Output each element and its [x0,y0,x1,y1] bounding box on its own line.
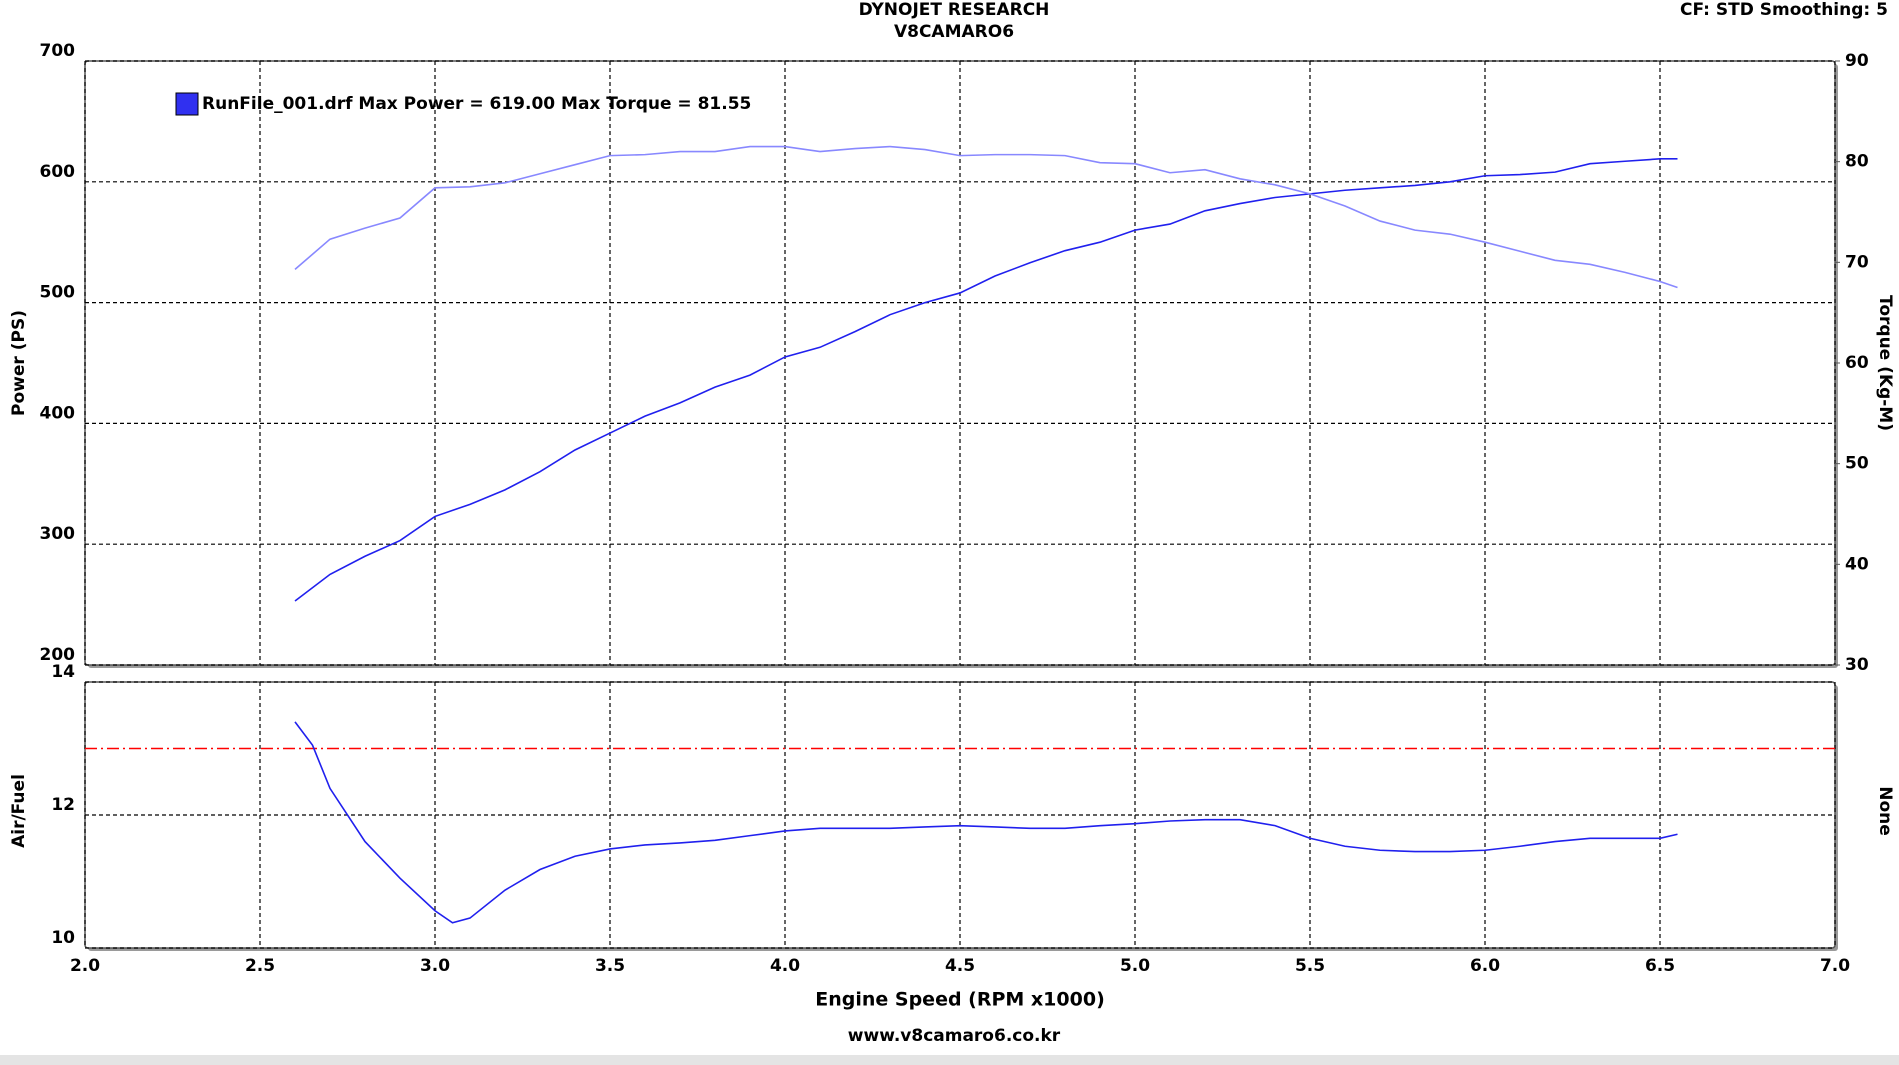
y-tick-label: 300 [40,524,76,544]
y2-tick-label: 50 [1845,454,1869,474]
x-tick-label: 4.5 [945,956,975,976]
x-tick-label: 3.5 [595,956,625,976]
y2-tick-label: 30 [1845,655,1869,675]
legend-swatch [175,92,199,116]
x-tick-label: 3.0 [420,956,450,976]
x-tick-label: 4.0 [770,956,800,976]
x-tick-label: 6.0 [1470,956,1500,976]
y2-axis-title: Torque (Kg-M) [1875,295,1895,431]
legend-label: RunFile_001.drf Max Power = 619.00 Max T… [202,94,751,114]
x-tick-label: 7.0 [1820,956,1850,976]
y-tick-label: 400 [40,403,76,423]
y-tick-label: 600 [40,162,76,182]
y-axis-title: Air/Fuel [9,774,29,848]
y2-tick-label: 70 [1845,252,1869,272]
series-line [294,158,1678,602]
series-line [294,721,1678,924]
x-tick-label: 6.5 [1645,956,1675,976]
series-line [294,145,1678,289]
y-axis-title: Power (PS) [9,310,29,416]
settings-label: CF: STD Smoothing: 5 [1680,0,1888,20]
status-strip [0,1055,1899,1065]
y-tick-label: 12 [51,795,75,815]
x-tick-label: 5.5 [1295,956,1325,976]
y-tick-label: 500 [40,283,76,303]
y2-tick-label: 80 [1845,152,1869,172]
y2-tick-label: 90 [1845,51,1869,71]
x-tick-label: 2.0 [70,956,100,976]
y-tick-label: 700 [40,41,76,61]
y2-tick-label: 40 [1845,554,1869,574]
chart-subtitle: V8CAMARO6 [894,22,1014,42]
footer: www.v8camaro6.co.kr [848,1026,1061,1046]
y-tick-label: 14 [51,662,75,682]
x-tick-label: 5.0 [1120,956,1150,976]
y-tick-label: 10 [51,928,75,948]
y2-tick-label: 60 [1845,353,1869,373]
y2-axis-title: None [1875,786,1895,836]
chart-title: DYNOJET RESEARCH [859,0,1050,20]
x-axis-title: Engine Speed (RPM x1000) [815,989,1105,1011]
x-tick-label: 2.5 [245,956,275,976]
y-tick-label: 200 [40,645,76,665]
